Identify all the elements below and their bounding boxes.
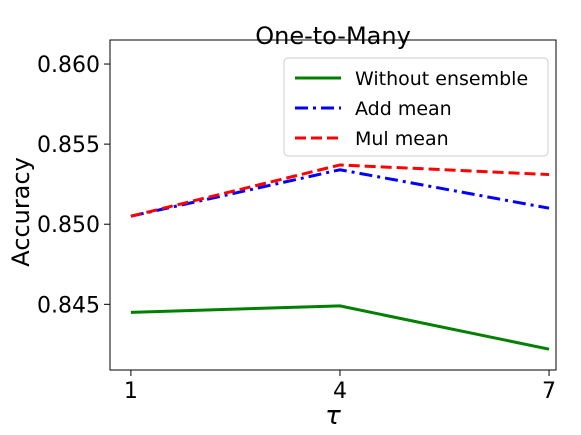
x-tick-label: 4: [333, 379, 347, 404]
plot-frame: [109, 39, 557, 371]
y-axis-label: Accuracy: [7, 157, 35, 267]
series-line-2: [130, 168, 550, 218]
x-tick-label: 1: [124, 379, 138, 404]
legend-label: Without ensemble: [355, 68, 528, 90]
legend-label: Add mean: [355, 98, 452, 120]
x-axis-label: τ: [325, 401, 341, 431]
y-tick-label: 0.860: [37, 53, 100, 78]
y-tick-label: 0.845: [37, 293, 100, 318]
series-line-1: [130, 304, 550, 351]
y-tick-label: 0.855: [37, 133, 100, 158]
series-line-3: [130, 163, 550, 218]
y-axis-ticks: 0.845 0.850 0.855 0.860: [37, 53, 110, 318]
chart-title: One-to-Many: [255, 22, 411, 50]
legend-box: [283, 57, 549, 157]
y-tick-label: 0.850: [37, 213, 100, 238]
x-axis-ticks: 1 4 7: [124, 370, 556, 404]
legend: Without ensemble Add mean Mul mean: [283, 57, 549, 157]
x-tick-label: 7: [542, 379, 556, 404]
legend-label: Mul mean: [355, 128, 449, 150]
series-layer: [130, 163, 550, 351]
